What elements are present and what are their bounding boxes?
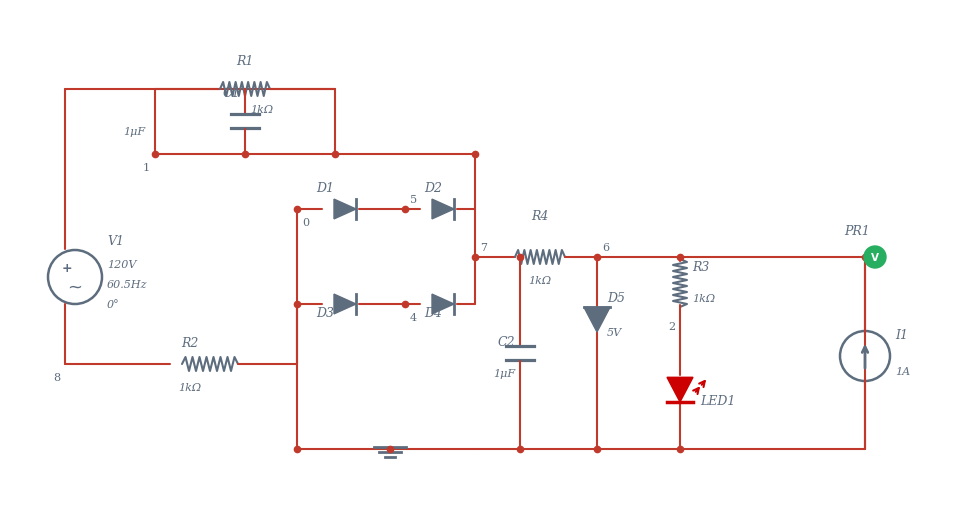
Text: 6: 6 <box>602 242 609 252</box>
Text: 1kΩ: 1kΩ <box>178 382 201 392</box>
Text: 0°: 0° <box>107 299 120 309</box>
Polygon shape <box>432 200 454 219</box>
Text: 2: 2 <box>667 321 675 331</box>
Text: 1μF: 1μF <box>493 369 515 378</box>
Text: LED1: LED1 <box>700 394 736 407</box>
Text: D1: D1 <box>316 182 334 194</box>
Text: D5: D5 <box>607 292 625 304</box>
Text: R3: R3 <box>692 261 710 273</box>
Text: 60.5Hz: 60.5Hz <box>107 279 148 290</box>
Text: D4: D4 <box>424 306 442 319</box>
Text: 5V: 5V <box>607 327 622 337</box>
Text: 1kΩ: 1kΩ <box>692 293 715 303</box>
Polygon shape <box>334 295 356 314</box>
Text: R4: R4 <box>531 210 549 222</box>
Text: V1: V1 <box>107 235 124 247</box>
Text: C2: C2 <box>498 335 515 348</box>
Text: 1kΩ: 1kΩ <box>528 275 551 286</box>
Text: V: V <box>871 252 879 263</box>
Text: 0: 0 <box>302 217 309 228</box>
Text: R2: R2 <box>181 336 199 349</box>
Text: 8: 8 <box>53 372 60 382</box>
Text: 7: 7 <box>480 242 487 252</box>
Text: +: + <box>61 261 72 274</box>
Text: 1μF: 1μF <box>123 127 145 137</box>
Text: PR1: PR1 <box>844 224 870 238</box>
Text: I1: I1 <box>895 328 908 342</box>
Text: 120V: 120V <box>107 260 136 269</box>
Text: C1: C1 <box>222 87 240 100</box>
Polygon shape <box>667 378 693 402</box>
Text: 4: 4 <box>410 313 417 322</box>
Text: D3: D3 <box>316 306 334 319</box>
Circle shape <box>864 246 886 268</box>
Text: 1A: 1A <box>895 366 910 376</box>
Text: 5: 5 <box>410 194 417 205</box>
Polygon shape <box>584 308 610 332</box>
Text: 1: 1 <box>143 163 150 173</box>
Text: ~: ~ <box>67 278 82 296</box>
Text: D2: D2 <box>424 182 442 194</box>
Text: R1: R1 <box>236 55 254 68</box>
Polygon shape <box>432 295 454 314</box>
Polygon shape <box>334 200 356 219</box>
Text: 1kΩ: 1kΩ <box>250 105 273 115</box>
